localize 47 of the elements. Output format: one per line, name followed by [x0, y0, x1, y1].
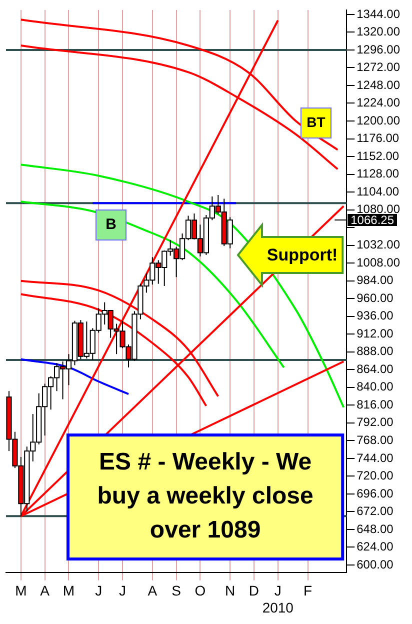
- x-tick-label: J: [95, 582, 102, 599]
- y-tick-label: 792.00: [356, 415, 394, 430]
- y-tick-label: 1296.00: [356, 42, 400, 56]
- y-tick-label: 648.00: [356, 522, 394, 536]
- x-tick-label: A: [148, 582, 158, 599]
- y-tick-label: 1176.00: [356, 131, 400, 146]
- y-tick-label: 1032.00: [356, 238, 400, 252]
- x-tick-label: O: [194, 582, 206, 599]
- y-tick-label: 744.00: [356, 450, 394, 465]
- y-tick-label: 768.00: [356, 432, 394, 447]
- y-tick-label: 960.00: [356, 290, 394, 305]
- y-tick-label: 984.00: [356, 273, 394, 288]
- y-tick-label: 888.00: [356, 344, 394, 358]
- text: 1066.25: [350, 212, 394, 227]
- annotation: ES # - Weekly - We buy a weekly close over 1089: [97, 448, 314, 544]
- annotation: BT: [306, 114, 326, 130]
- y-tick-label: 1272.00: [356, 60, 400, 74]
- y-tick-label: 1344.00: [356, 6, 400, 21]
- x-tick-label: M: [62, 582, 75, 599]
- y-tick-label: 672.00: [356, 504, 394, 518]
- y-tick-label: 912.00: [356, 326, 394, 340]
- x-tick-label: A: [40, 582, 50, 599]
- y-tick-label: 624.00: [356, 540, 394, 554]
- x-tick-label: M: [15, 582, 27, 599]
- y-tick-label: 1248.00: [356, 78, 400, 92]
- y-tick-label: 1224.00: [356, 96, 400, 110]
- annotation: Support!: [266, 246, 338, 265]
- x-tick-label: S: [172, 582, 181, 599]
- y-tick-label: 1128.00: [356, 166, 400, 181]
- y-tick-label: 864.00: [356, 362, 394, 376]
- y-tick-label: 1104.00: [356, 184, 400, 198]
- y-tick-label: 720.00: [356, 468, 394, 483]
- y-tick-label: 696.00: [356, 486, 394, 500]
- x-tick-label: D: [248, 582, 260, 599]
- y-tick-label: 840.00: [356, 380, 394, 394]
- x-tick-label: N: [225, 582, 236, 599]
- annotation: B: [106, 216, 117, 234]
- x-tick-label: F: [304, 582, 312, 599]
- y-tick-label: 1320.00: [356, 24, 400, 39]
- y-tick-label: 936.00: [356, 308, 394, 323]
- x-tick-label: J 2010: [262, 582, 294, 616]
- y-tick-label: 1200.00: [356, 113, 400, 128]
- y-tick-label: 1008.00: [356, 255, 400, 270]
- x-tick-label: J: [119, 582, 126, 599]
- y-tick-label: 600.00: [356, 557, 394, 572]
- y-tick-label: 816.00: [356, 397, 394, 412]
- y-tick-label: 1152.00: [356, 148, 400, 163]
